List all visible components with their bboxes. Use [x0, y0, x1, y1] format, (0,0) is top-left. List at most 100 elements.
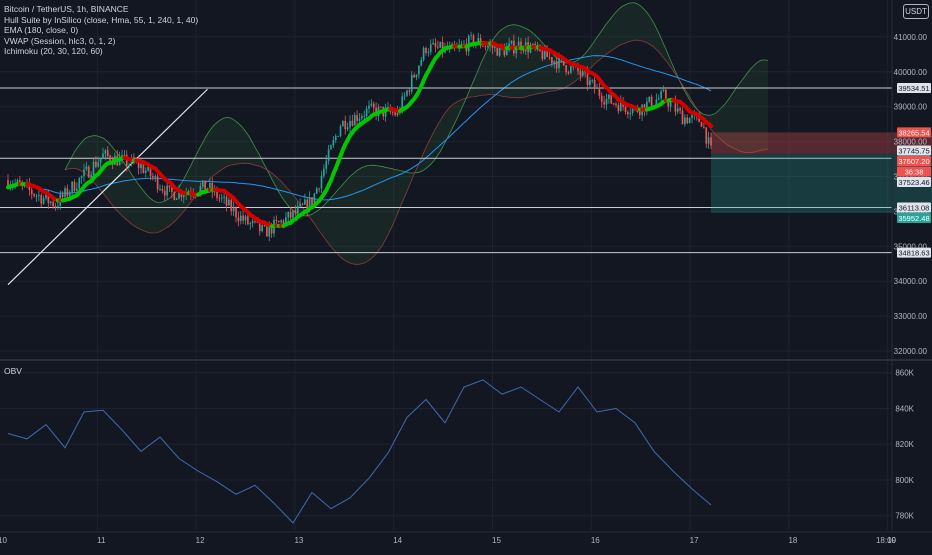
candle-body	[591, 80, 593, 81]
candle-body	[230, 200, 232, 211]
candle-body	[639, 112, 641, 115]
price-tick-label: 40000.00	[894, 68, 928, 77]
candle-body	[580, 71, 582, 75]
candle-body	[325, 161, 327, 169]
candle-body	[249, 223, 251, 224]
candle-body	[128, 164, 130, 166]
candle-body	[318, 188, 320, 189]
candle-body	[558, 57, 560, 69]
candle-body	[406, 91, 408, 96]
candle-body	[240, 216, 242, 222]
candle-body	[173, 192, 175, 200]
candle-body	[297, 206, 299, 213]
candle-body	[629, 113, 631, 114]
candle-body	[420, 60, 422, 66]
time-tick-label: 10	[0, 536, 7, 545]
candle-body	[625, 107, 627, 112]
obv-label: OBV	[4, 366, 22, 376]
candle-body	[76, 189, 78, 191]
hull-segment	[709, 124, 711, 127]
candle-body	[409, 91, 411, 92]
candle-body	[394, 113, 396, 116]
price-label-text: 37523.46	[898, 178, 929, 187]
candle-body	[482, 46, 484, 47]
candle-body	[166, 186, 168, 196]
candle-body	[430, 44, 432, 52]
candle-body	[81, 176, 83, 178]
candle-body	[337, 136, 339, 137]
candle-body	[304, 200, 306, 205]
candle-body	[71, 182, 73, 192]
currency-badge[interactable]: USDT	[903, 4, 929, 19]
candle-body	[599, 88, 601, 96]
legend-symbol[interactable]: Bitcoin / TetherUS, 1h, BINANCE	[4, 4, 198, 15]
candle-body	[93, 162, 95, 175]
candle-body	[689, 118, 691, 123]
obv-tick-label: 840K	[895, 404, 914, 413]
candle-body	[209, 183, 211, 188]
candle-body	[392, 112, 394, 113]
candle-body	[485, 47, 487, 48]
legend-ichimoku[interactable]: Ichimoku (20, 30, 120, 60)	[4, 46, 198, 57]
legend-ema[interactable]: EMA (180, close, 0)	[4, 25, 198, 36]
candle-body	[658, 98, 660, 99]
candle-body	[587, 72, 589, 85]
candle-body	[31, 190, 33, 194]
price-tick-label: 41000.00	[894, 33, 928, 42]
candle-body	[416, 75, 418, 78]
candle-body	[380, 107, 382, 108]
candle-body	[589, 80, 591, 85]
candle-body	[594, 80, 596, 89]
candle-body	[413, 75, 415, 77]
candle-body	[176, 198, 178, 199]
candle-body	[226, 197, 228, 206]
candle-body	[323, 169, 325, 176]
time-tick-label: 17	[690, 536, 699, 545]
candle-body	[69, 192, 71, 196]
candle-body	[276, 220, 278, 221]
candle-body	[64, 188, 66, 197]
candle-body	[677, 108, 679, 111]
candle-body	[221, 198, 223, 199]
candle-body	[164, 191, 166, 196]
candle-body	[278, 221, 280, 222]
candle-body	[549, 57, 551, 58]
candle-body	[487, 46, 489, 47]
candle-body	[556, 61, 558, 68]
candle-body	[328, 149, 330, 161]
legend-hull-suite[interactable]: Hull Suite by InSilico (close, Hma, 55, …	[4, 15, 198, 26]
candle-body	[287, 212, 289, 218]
candle-body	[247, 216, 249, 224]
legend-vwap[interactable]: VWAP (Session, hlc3, 0, 1, 2)	[4, 36, 198, 47]
candle-body	[582, 71, 584, 75]
candle-body	[679, 108, 681, 110]
candle-body	[437, 47, 439, 48]
candle-body	[349, 121, 351, 127]
candle-body	[340, 126, 342, 136]
candle-body	[423, 48, 425, 60]
candle-body	[435, 43, 437, 47]
price-label-text: 38265.54	[898, 128, 929, 137]
candle-body	[242, 216, 244, 221]
candle-body	[618, 105, 620, 111]
candle-body	[145, 171, 147, 173]
candle-body	[333, 140, 335, 145]
candle-body	[425, 48, 427, 53]
time-tick-label: 12	[196, 536, 205, 545]
price-tick-label: 38000.00	[894, 138, 928, 147]
obv-tick-label: 860K	[895, 369, 914, 378]
candle-body	[404, 96, 406, 97]
price-tick-label: 33000.00	[894, 312, 928, 321]
candle-body	[233, 207, 235, 211]
candle-body	[648, 97, 650, 102]
candle-body	[97, 162, 99, 166]
candle-body	[708, 137, 710, 143]
time-tick-label: 11	[97, 536, 106, 545]
candle-body	[223, 197, 225, 198]
obv-tick-label: 780K	[895, 512, 914, 521]
candle-body	[259, 222, 261, 231]
candle-body	[295, 210, 297, 213]
candle-body	[565, 65, 567, 72]
candle-body	[570, 66, 572, 73]
